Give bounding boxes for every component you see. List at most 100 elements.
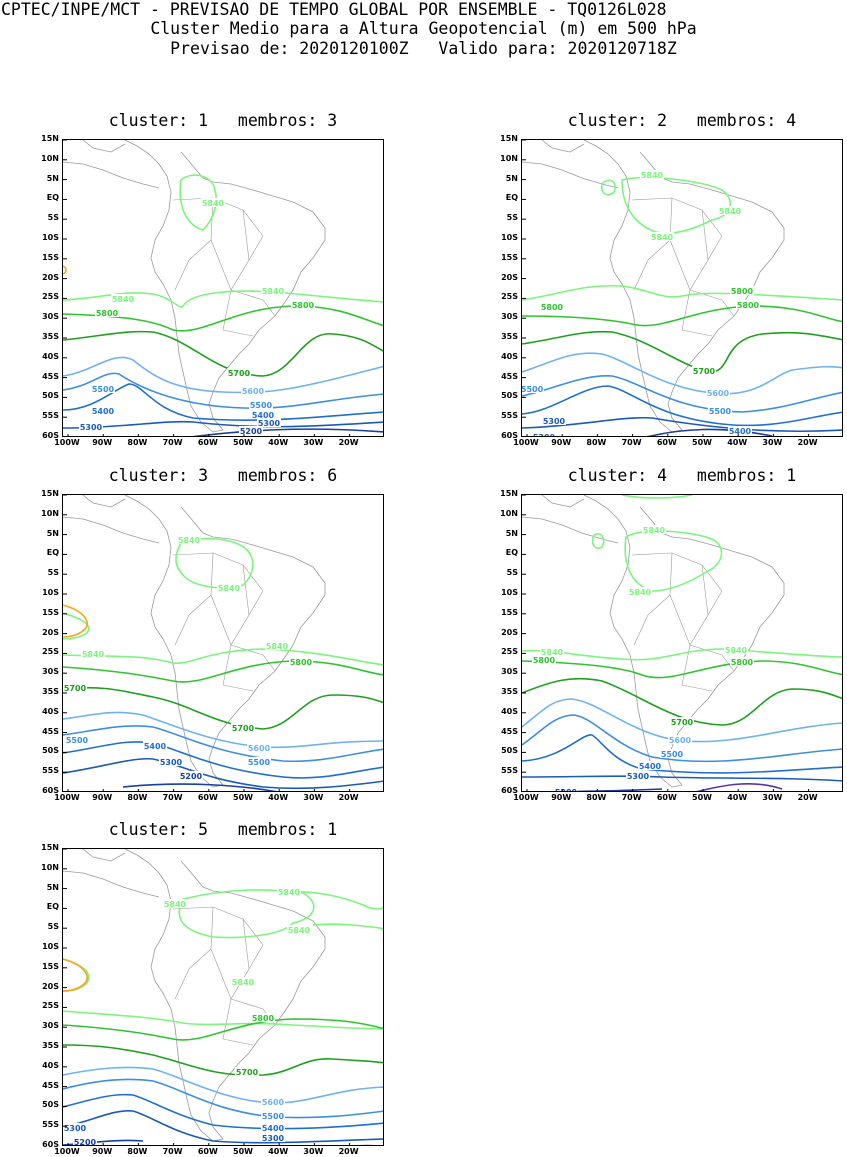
contour-label: 5300 xyxy=(627,772,650,781)
isohypse-5800 xyxy=(63,305,383,332)
contour-label-bg xyxy=(249,400,273,409)
lat-tick-label: 20S xyxy=(42,272,59,282)
isohypse-5500 xyxy=(63,1078,383,1119)
orange-contour xyxy=(63,265,67,275)
contour-label-bg xyxy=(640,170,664,179)
contour-label-bg xyxy=(63,683,87,692)
isohypse-5800 xyxy=(522,305,842,327)
contour-label-bg xyxy=(261,1123,285,1132)
lat-tick-label: 60S xyxy=(42,1140,59,1149)
contour-label-bg xyxy=(239,426,263,435)
lat-tick-label: 10S xyxy=(501,588,518,597)
contour-label: 5500 xyxy=(262,1112,285,1121)
lat-tick-label: 30S xyxy=(501,312,518,322)
contour-label: 5840 xyxy=(266,642,289,651)
contour-label: 5840 xyxy=(278,888,301,897)
isohypse-5300 xyxy=(522,775,842,782)
lon-tick-label: 80W xyxy=(586,438,607,447)
contour-label: 5800 xyxy=(533,656,556,665)
lat-tick-label: 50S xyxy=(42,391,59,401)
lat-tick-label: 25S xyxy=(42,292,59,302)
contour-label-bg xyxy=(227,368,251,377)
isohypse-5840 xyxy=(522,284,842,301)
contour-label-bg xyxy=(241,386,265,395)
lat-tick-label: 20S xyxy=(501,272,518,282)
lon-tick-label: 30W xyxy=(303,438,324,447)
contour-label: 5200 xyxy=(180,772,203,781)
header-line-2: Cluster Medio para a Altura Geopotencial… xyxy=(150,19,697,38)
contour-label: 5300 xyxy=(262,1134,285,1143)
contour-label: 5840 xyxy=(82,650,105,659)
lat-tick-label: EQ xyxy=(46,548,59,558)
contour-label: 5800 xyxy=(96,309,119,318)
lat-tick-label: 15N xyxy=(500,489,518,498)
isohypse-5700 xyxy=(63,330,383,377)
lat-tick-label: 50S xyxy=(501,391,518,401)
contour-label-bg xyxy=(728,426,752,435)
contour-label: 5600 xyxy=(242,387,265,396)
contour-label: 5840 xyxy=(641,171,664,180)
contour-label: 5500 xyxy=(709,407,732,416)
contour-label: 5700 xyxy=(693,367,716,376)
contour-label-bg xyxy=(660,749,684,758)
contour-label-bg xyxy=(265,641,289,650)
lat-tick-label: 25S xyxy=(42,647,59,657)
lon-tick-label: 30W xyxy=(762,438,783,447)
lat-tick-label: EQ xyxy=(46,193,59,203)
contour-label-bg xyxy=(261,1111,285,1120)
contour-label: 5840 xyxy=(164,900,187,909)
contour-label: 5700 xyxy=(64,684,87,693)
contour-label-bg xyxy=(261,1097,285,1106)
central-america-coast xyxy=(63,849,160,898)
lat-tick-label: 5N xyxy=(505,528,518,538)
map-svg: 5840 5840 5840 5800 5800 5700 5600 5500 5500 5400… xyxy=(522,140,842,437)
lon-tick-label: 40W xyxy=(727,438,748,447)
lon-tick-label: 50W xyxy=(692,793,712,802)
lat-tick-label: 5S xyxy=(47,922,59,932)
contour-label: 5500 xyxy=(661,750,684,759)
lat-tick-label: 25S xyxy=(42,1001,59,1011)
lat-tick-label: 10S xyxy=(42,233,59,242)
lon-tick-label: 60W xyxy=(656,793,677,802)
lat-tick-label: 5S xyxy=(506,568,518,578)
isohypse-5700 xyxy=(63,1044,383,1077)
lon-tick-label: 50W xyxy=(233,1147,253,1156)
lat-tick-label: 5N xyxy=(46,528,59,538)
contour-label-bg xyxy=(287,925,311,934)
lat-tick-label: 45S xyxy=(501,726,518,736)
contour-label: 5500 xyxy=(248,758,271,767)
isohypse-5840 xyxy=(63,612,90,640)
lat-tick-label: 60S xyxy=(42,431,59,440)
contour-label-bg xyxy=(247,743,271,752)
contour-label: 5700 xyxy=(232,724,255,733)
lat-tick-label: 15S xyxy=(501,607,518,617)
isohypse-5840 xyxy=(522,648,842,661)
contour-label-bg xyxy=(247,757,271,766)
lat-tick-label: 55S xyxy=(42,766,59,776)
contour-label: 5300 xyxy=(533,433,556,437)
contour-label: 5300 xyxy=(160,758,183,767)
lon-tick-label: 30W xyxy=(303,1147,324,1156)
header-line-3: Previsao de: 2020120100Z Valido para: 20… xyxy=(170,39,677,58)
lat-tick-label: 55S xyxy=(42,1120,59,1130)
contour-label-bg xyxy=(63,1123,87,1132)
contour-label: 5400 xyxy=(639,762,662,771)
contour-label-bg xyxy=(159,757,183,766)
lat-tick-label: 35S xyxy=(42,687,59,696)
contour-label-bg xyxy=(177,535,201,544)
contour-label-bg xyxy=(91,406,115,415)
contour-label-bg xyxy=(143,741,167,750)
contour-label-bg xyxy=(554,787,578,791)
lat-tick-label: 5S xyxy=(506,213,518,223)
contour-label: 5840 xyxy=(218,584,241,593)
isohypse-5840 xyxy=(591,533,605,550)
lon-tick-label: 40W xyxy=(268,1147,289,1156)
panel-title: cluster: 3 membros: 6 xyxy=(108,466,338,485)
contour-label: 5600 xyxy=(248,744,271,753)
lat-tick-label: 45S xyxy=(42,371,59,381)
lat-tick-label: 10N xyxy=(500,508,518,518)
lat-tick-label: 15S xyxy=(42,252,59,262)
isohypse-5840 xyxy=(178,889,315,939)
lon-tick-label: 100W xyxy=(513,438,539,447)
contour-label-bg xyxy=(231,977,255,986)
